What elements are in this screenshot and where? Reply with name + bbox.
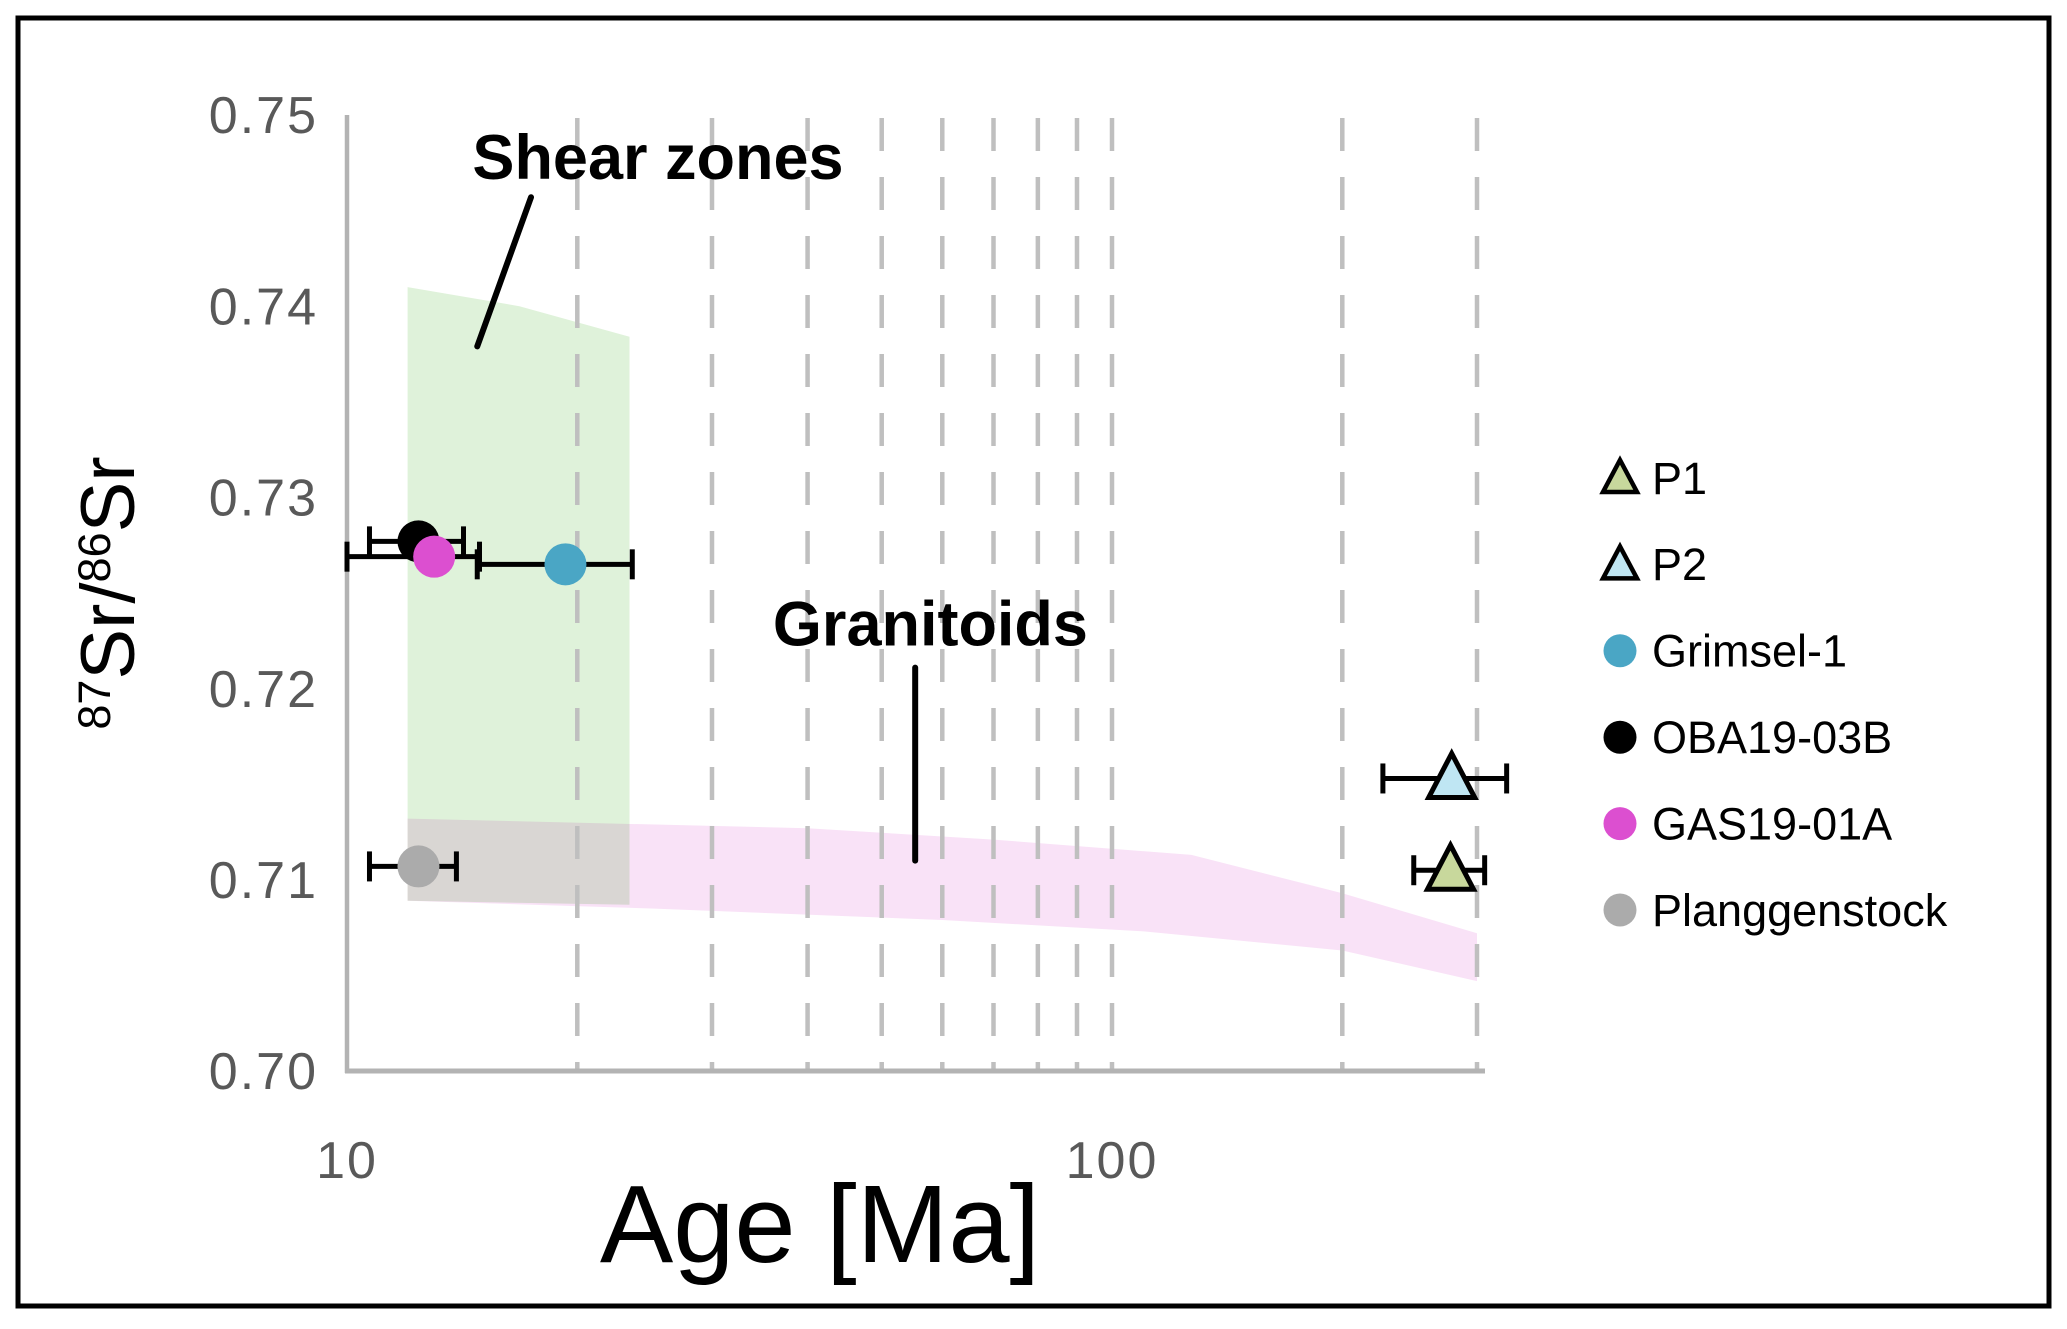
legend-label-Grimsel-1: Grimsel-1 [1652, 626, 1847, 677]
legend-label-OBA19-03B: OBA19-03B [1652, 712, 1892, 763]
y-tick-label-0.74: 0.74 [209, 278, 318, 336]
legend-marker-P1 [1599, 455, 1641, 495]
legend-marker-OBA19-03B [1603, 720, 1637, 754]
y-tick-label-0.75: 0.75 [209, 87, 318, 145]
legend-marker-P2 [1599, 541, 1641, 581]
legend-item-P1: P1 [1599, 453, 1707, 504]
y-axis-title: 87Sr/86Sr [66, 456, 151, 729]
legend-item-Planggenstock: Planggenstock [1603, 885, 1948, 936]
data-point-Grimsel-1 [544, 543, 587, 586]
annotation-label-1: Granitoids [773, 590, 1088, 660]
legend-marker-Planggenstock [1603, 893, 1637, 927]
legend: P1 P2 Grimsel-1 OBA19-03B GAS19-01A Planggens… [1599, 453, 1948, 936]
annotation-line-0 [474, 194, 535, 350]
y-tick-label-0.73: 0.73 [209, 470, 318, 528]
data-point-P1 [1423, 839, 1478, 892]
annotation-label-0: Shear zones [472, 123, 843, 193]
data-point-Planggenstock [397, 845, 440, 888]
legend-label-Planggenstock: Planggenstock [1652, 885, 1948, 936]
y-tick-label-0.70: 0.70 [209, 1043, 318, 1101]
legend-marker-Grimsel-1 [1603, 634, 1637, 668]
figure-border [15, 15, 2052, 1309]
legend-item-OBA19-03B: OBA19-03B [1603, 712, 1892, 763]
x-axis-title: Age [Ma] [600, 1163, 1040, 1286]
legend-item-P2: P2 [1599, 539, 1707, 590]
legend-label-P1: P1 [1652, 453, 1707, 504]
shear-zones-region [407, 287, 630, 905]
data-point-GAS19-01A [413, 535, 456, 578]
x-tick-label-100: 100 [1066, 1132, 1159, 1190]
data-point-P2 [1424, 748, 1479, 800]
legend-item-Grimsel-1: Grimsel-1 [1603, 626, 1847, 677]
y-tick-label-0.71: 0.71 [209, 852, 318, 910]
legend-marker-GAS19-01A [1603, 807, 1637, 841]
legend-item-GAS19-01A: GAS19-01A [1603, 798, 1892, 849]
legend-label-P2: P2 [1652, 539, 1707, 590]
x-tick-label-10: 10 [316, 1132, 378, 1190]
legend-label-GAS19-01A: GAS19-01A [1652, 798, 1892, 849]
y-tick-label-0.72: 0.72 [209, 661, 318, 719]
